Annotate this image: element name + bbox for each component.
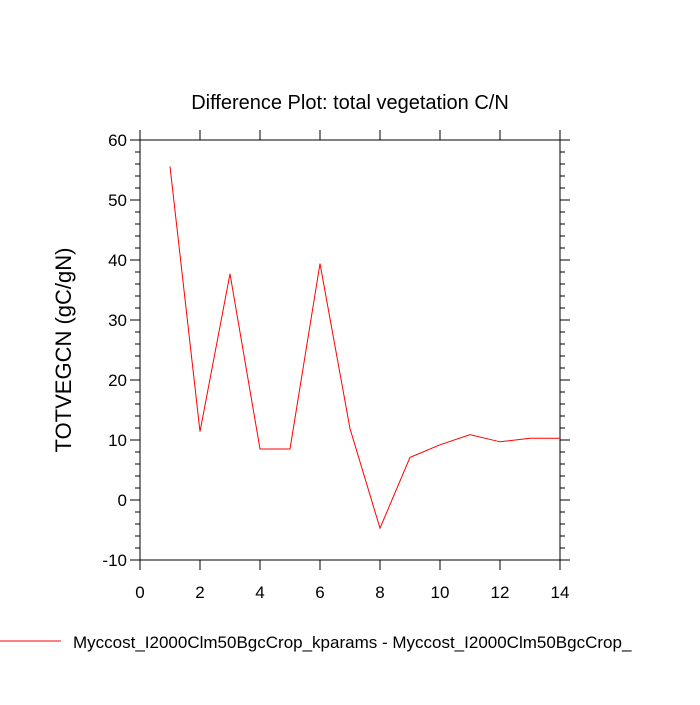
y-tick-label: 40 <box>108 251 127 270</box>
y-axis-label: TOTVEGCN (gC/gN) <box>51 248 76 453</box>
x-tick-label: 8 <box>375 583 384 602</box>
y-tick-label: 60 <box>108 131 127 150</box>
x-tick-label: 6 <box>315 583 324 602</box>
chart-title: Difference Plot: total vegetation C/N <box>191 92 509 114</box>
y-tick-label: 30 <box>108 311 127 330</box>
y-tick-label: -10 <box>102 551 127 570</box>
x-tick-label: 0 <box>135 583 144 602</box>
x-tick-label: 4 <box>255 583 264 602</box>
y-tick-label: 10 <box>108 431 127 450</box>
x-tick-label: 10 <box>431 583 450 602</box>
y-tick-label: 0 <box>118 491 127 510</box>
tick-labels: 0 2 4 6 8 10 12 14 -10 0 10 20 30 40 50 60 <box>102 131 569 602</box>
x-tick-label: 14 <box>551 583 570 602</box>
plot-frame <box>139 139 561 561</box>
axis-ticks <box>130 130 570 570</box>
y-tick-label: 20 <box>108 371 127 390</box>
series-line <box>169 166 560 530</box>
x-tick-label: 12 <box>491 583 510 602</box>
y-tick-label: 50 <box>108 191 127 210</box>
x-tick-label: 2 <box>195 583 204 602</box>
legend-label: Myccost_I2000Clm50BgcCrop_kparams - Mycc… <box>73 633 632 652</box>
